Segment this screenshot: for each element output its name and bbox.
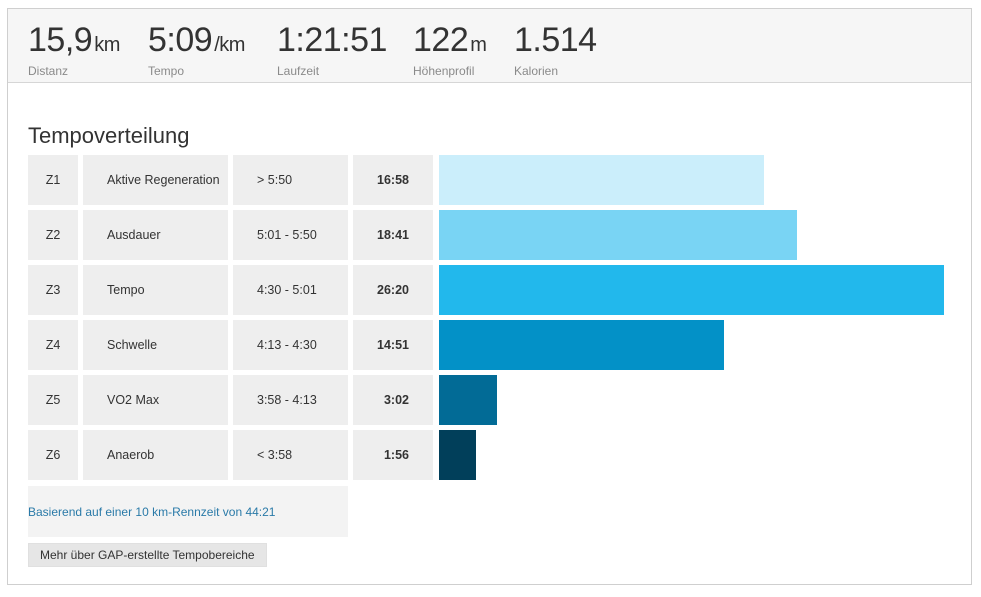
zone-row: Z1 Aktive Regeneration > 5:50 16:58 [28, 155, 948, 205]
stat-value: 1:21:51 [277, 21, 387, 59]
stat-unit: m [470, 34, 487, 56]
zone-pace-range: 4:30 - 5:01 [233, 265, 348, 315]
race-time-link[interactable]: Basierend auf einer 10 km-Rennzeit von 4… [28, 504, 276, 519]
zone-time: 18:41 [353, 210, 433, 260]
zone-row: Z2 Ausdauer 5:01 - 5:50 18:41 [28, 210, 948, 260]
zone-time: 16:58 [353, 155, 433, 205]
zone-row: Z4 Schwelle 4:13 - 4:30 14:51 [28, 320, 948, 370]
stat-label: Kalorien [514, 64, 559, 78]
gap-info-button[interactable]: Mehr über GAP-erstellte Tempobereiche [28, 543, 267, 567]
zone-pace-range: 4:13 - 4:30 [233, 320, 348, 370]
stat-calories: 1.514 Kalorien [514, 23, 599, 78]
zone-id: Z2 [28, 210, 78, 260]
zone-name: Anaerob [83, 430, 228, 480]
stat-label: Tempo [148, 64, 185, 78]
zone-pace-range: 5:01 - 5:50 [233, 210, 348, 260]
stat-unit: /km [214, 34, 245, 56]
zone-bar [439, 265, 944, 315]
zone-bar [439, 375, 497, 425]
stat-distance: 15,9 km Distanz [28, 23, 120, 78]
stat-label: Höhenprofil [413, 64, 475, 78]
stat-value: 15,9 [28, 21, 93, 59]
race-time-note[interactable]: Basierend auf einer 10 km-Rennzeit von 4… [28, 486, 348, 537]
stat-value: 1.514 [514, 21, 597, 59]
stat-elevation: 122 m Höhenprofil [413, 21, 487, 78]
stat-duration: 1:21:51 Laufzeit [277, 23, 389, 78]
stat-unit: km [94, 34, 120, 56]
zone-pace-range: 3:58 - 4:13 [233, 375, 348, 425]
section-title: Tempoverteilung [28, 123, 190, 149]
zone-bar [439, 155, 764, 205]
zone-bar [439, 320, 724, 370]
zone-id: Z4 [28, 320, 78, 370]
zone-pace-range: < 3:58 [233, 430, 348, 480]
zone-id: Z5 [28, 375, 78, 425]
zone-id: Z6 [28, 430, 78, 480]
zone-id: Z3 [28, 265, 78, 315]
stat-value: 122 [413, 21, 469, 59]
stat-label: Laufzeit [277, 64, 320, 78]
zone-time: 1:56 [353, 430, 433, 480]
zone-id: Z1 [28, 155, 78, 205]
zone-pace-range: > 5:50 [233, 155, 348, 205]
zone-bar [439, 430, 476, 480]
zone-name: Aktive Regeneration [83, 155, 228, 205]
zone-row: Z5 VO2 Max 3:58 - 4:13 3:02 [28, 375, 948, 425]
zone-time: 3:02 [353, 375, 433, 425]
zone-name: Tempo [83, 265, 228, 315]
zone-name: Ausdauer [83, 210, 228, 260]
zone-name: Schwelle [83, 320, 228, 370]
zone-bar [439, 210, 797, 260]
stat-value: 5:09 [148, 21, 213, 59]
stat-label: Distanz [28, 64, 69, 78]
zone-name: VO2 Max [83, 375, 228, 425]
stat-pace: 5:09/km Tempo [148, 23, 245, 78]
zone-row: Z3 Tempo 4:30 - 5:01 26:20 [28, 265, 948, 315]
activity-card: 15,9 km Distanz 5:09/km Tempo 1:21:51 Lau… [7, 8, 972, 585]
stats-bar: 15,9 km Distanz 5:09/km Tempo 1:21:51 Lau… [8, 9, 971, 83]
zone-row: Z6 Anaerob < 3:58 1:56 [28, 430, 948, 480]
zone-time: 26:20 [353, 265, 433, 315]
zone-time: 14:51 [353, 320, 433, 370]
